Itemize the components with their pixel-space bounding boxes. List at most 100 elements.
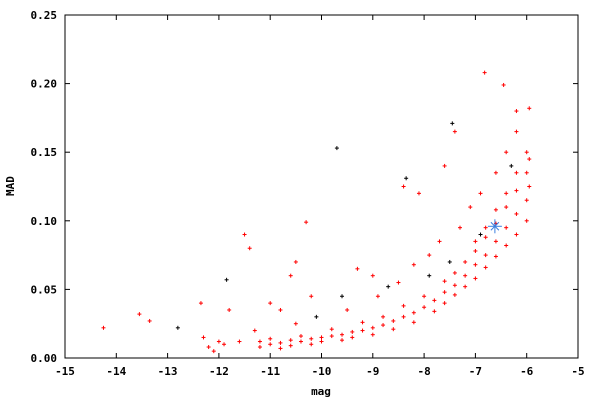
data-point: [524, 150, 529, 155]
data-point: [293, 321, 298, 326]
data-point: [340, 332, 345, 337]
data-point: [411, 310, 416, 315]
data-point: [381, 314, 386, 319]
data-point: [147, 318, 152, 323]
data-point: [463, 284, 468, 289]
data-point: [360, 320, 365, 325]
data-point: [227, 307, 232, 312]
x-tick-label: -9: [366, 365, 379, 378]
x-tick-label: -6: [520, 365, 534, 378]
data-point: [257, 339, 262, 344]
data-point: [452, 292, 457, 297]
data-point: [473, 239, 478, 244]
y-tick-label: 0.20: [31, 78, 58, 91]
data-point: [427, 273, 432, 278]
data-point: [340, 338, 345, 343]
data-point: [473, 276, 478, 281]
data-point: [514, 109, 519, 114]
x-tick-label: -13: [158, 365, 178, 378]
data-point: [101, 325, 106, 330]
data-point: [319, 335, 324, 340]
data-point: [493, 239, 498, 244]
data-point: [293, 259, 298, 264]
data-point: [391, 318, 396, 323]
data-point: [370, 273, 375, 278]
data-point: [198, 301, 203, 306]
x-tick-label: -7: [469, 365, 482, 378]
data-point: [473, 248, 478, 253]
data-point: [458, 225, 463, 230]
data-point: [201, 335, 206, 340]
data-point: [211, 349, 216, 354]
data-point: [411, 262, 416, 267]
y-tick-label: 0.05: [31, 283, 58, 296]
data-point: [437, 239, 442, 244]
data-point: [524, 170, 529, 175]
data-point: [257, 345, 262, 350]
data-point: [527, 106, 532, 111]
data-point: [504, 243, 509, 248]
data-point: [514, 170, 519, 175]
data-point: [329, 334, 334, 339]
x-tick-label: -11: [260, 365, 280, 378]
data-point: [309, 294, 314, 299]
x-tick-label: -15: [55, 365, 75, 378]
data-point: [493, 170, 498, 175]
data-point: [504, 150, 509, 155]
data-point: [493, 254, 498, 259]
data-point: [381, 323, 386, 328]
data-point: [247, 246, 252, 251]
data-point: [527, 157, 532, 162]
data-point: [288, 338, 293, 343]
data-point: [386, 284, 391, 289]
data-point: [527, 184, 532, 189]
plot-frame: [64, 14, 579, 359]
y-tick-label: 0.10: [31, 215, 58, 228]
data-point: [452, 270, 457, 275]
data-point: [137, 312, 142, 317]
data-point: [206, 345, 211, 350]
data-point: [334, 146, 339, 151]
data-point: [482, 70, 487, 75]
data-point: [463, 273, 468, 278]
data-point: [432, 309, 437, 314]
data-point: [442, 279, 447, 284]
y-axis-label: MAD: [4, 176, 17, 196]
data-point: [411, 320, 416, 325]
data-point: [442, 301, 447, 306]
data-point: [375, 294, 380, 299]
data-point: [422, 305, 427, 310]
data-point: [222, 342, 227, 347]
data-point: [504, 205, 509, 210]
data-point: [309, 336, 314, 341]
data-point: [288, 273, 293, 278]
data-point: [501, 82, 506, 87]
data-point: [452, 283, 457, 288]
data-points: [101, 70, 532, 354]
data-point: [268, 301, 273, 306]
data-point: [524, 198, 529, 203]
x-axis: -15 -14 -13 -12 -11 -10 -9 -8 -7 -6 -5: [55, 15, 585, 378]
data-point: [252, 328, 257, 333]
data-point: [401, 314, 406, 319]
data-point: [304, 220, 309, 225]
data-point: [370, 325, 375, 330]
x-axis-label: mag: [311, 385, 331, 398]
data-point: [278, 307, 283, 312]
data-point: [483, 265, 488, 270]
data-point: [478, 232, 483, 237]
data-point: [401, 184, 406, 189]
data-point: [350, 329, 355, 334]
data-point: [509, 163, 514, 168]
data-point: [432, 298, 437, 303]
data-point: [268, 342, 273, 347]
data-point: [224, 277, 229, 282]
data-point: [216, 339, 221, 344]
data-point: [278, 340, 283, 345]
data-point: [391, 327, 396, 332]
data-point: [404, 176, 409, 181]
data-point: [298, 339, 303, 344]
data-point: [355, 266, 360, 271]
data-point: [514, 188, 519, 193]
